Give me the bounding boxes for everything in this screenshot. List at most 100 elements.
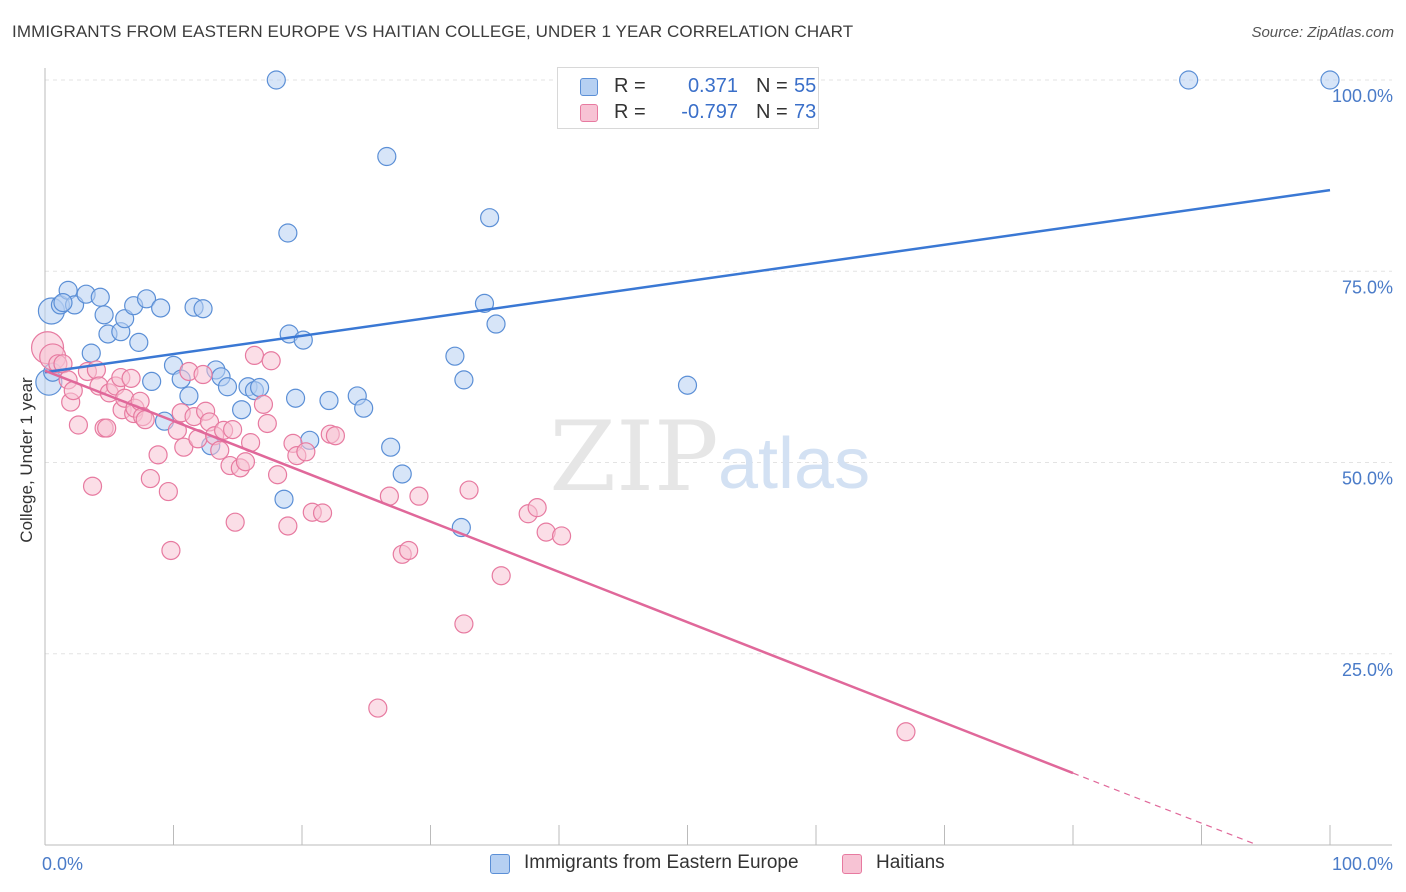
data-point <box>319 390 339 411</box>
data-point <box>312 503 333 523</box>
data-point <box>121 368 141 388</box>
data-point <box>244 345 265 365</box>
data-point <box>409 486 429 506</box>
y-tick-label: 100.0% <box>1332 86 1393 106</box>
legend-r-value: -0.797 <box>681 101 738 123</box>
legend-r-label: R = <box>614 75 646 97</box>
legend-r-value: 0.371 <box>687 75 738 97</box>
data-point <box>392 464 412 484</box>
data-point <box>232 400 252 420</box>
data-point <box>68 415 89 435</box>
data-point <box>115 309 135 329</box>
data-point <box>90 287 110 307</box>
watermark-atlas: atlas <box>718 424 870 504</box>
correlation-legend: R = 0.371 N = 55 R = -0.797 N = 73 <box>557 67 819 129</box>
data-point <box>81 343 101 363</box>
data-point <box>193 299 213 319</box>
data-point <box>274 489 294 509</box>
data-point <box>486 314 506 334</box>
legend-swatch-pink <box>580 104 598 122</box>
data-point <box>354 398 374 418</box>
data-point <box>491 566 511 586</box>
legend-n-value: 73 <box>794 101 817 123</box>
data-point <box>285 388 306 408</box>
data-point <box>179 386 199 406</box>
axes <box>44 68 1392 846</box>
data-point <box>193 364 213 385</box>
data-point <box>527 498 547 518</box>
legend-swatch-blue <box>580 78 598 96</box>
data-point <box>136 289 157 309</box>
data-point <box>459 480 479 500</box>
data-point <box>454 614 474 634</box>
data-point <box>261 351 281 371</box>
data-point <box>278 223 298 243</box>
data-point <box>158 481 178 502</box>
legend-n-label: N = <box>756 75 788 97</box>
trend-line-haitians <box>44 369 1074 775</box>
data-point <box>480 208 500 228</box>
data-point <box>217 377 238 397</box>
watermark-zip: ZIP <box>549 401 718 513</box>
source-credit: Source: ZipAtlas.com <box>1251 24 1394 41</box>
data-point <box>551 526 572 546</box>
grid-lines <box>45 79 1392 655</box>
legend-n-value: 55 <box>794 75 817 97</box>
data-point <box>97 418 117 438</box>
data-point <box>223 420 243 440</box>
data-point <box>161 540 181 561</box>
tick-labels: 25.0% 50.0% 75.0% 100.0% 0.0% 100.0% <box>42 86 1393 874</box>
data-point <box>1179 70 1199 90</box>
x-tick-label: 0.0% <box>42 854 83 874</box>
y-tick-label: 50.0% <box>1342 469 1393 489</box>
data-point <box>257 413 277 434</box>
data-point <box>225 512 245 532</box>
data-point <box>474 293 495 313</box>
chart-title: IMMIGRANTS FROM EASTERN EUROPE VS HAITIA… <box>12 22 854 41</box>
data-point <box>677 375 698 395</box>
data-point <box>53 293 73 313</box>
data-point <box>368 698 388 718</box>
data-point <box>1320 70 1340 90</box>
watermark: ZIP atlas <box>549 401 870 513</box>
series-haitians-points <box>30 331 916 742</box>
data-point <box>140 468 160 489</box>
x-tick-label: 100.0% <box>1332 854 1393 874</box>
data-point <box>174 437 194 457</box>
legend-n-label: N = <box>756 101 788 123</box>
y-axis-label: College, Under 1 year <box>17 377 36 543</box>
data-point <box>142 371 162 392</box>
data-point <box>445 346 465 366</box>
legend-swatch-pink <box>842 854 862 874</box>
data-point <box>381 437 401 457</box>
legend-label-haitians: Haitians <box>876 852 945 873</box>
data-point <box>129 332 149 352</box>
data-point <box>235 452 256 472</box>
data-point <box>82 476 103 496</box>
data-point <box>94 305 114 325</box>
legend-r-label: R = <box>614 101 646 123</box>
data-point <box>210 440 230 460</box>
data-point <box>253 394 274 414</box>
data-point <box>325 426 346 446</box>
data-point <box>377 146 397 167</box>
data-point <box>249 377 270 398</box>
data-point <box>896 722 916 742</box>
data-point <box>267 465 288 485</box>
trend-lines <box>44 188 1331 846</box>
data-point <box>148 445 168 465</box>
y-tick-label: 75.0% <box>1342 277 1393 297</box>
series-legend: Immigrants from Eastern Europe Haitians <box>0 852 1406 878</box>
trend-line-eastern-europe <box>44 188 1331 374</box>
trend-line-haitians-extension <box>1072 772 1258 846</box>
legend-swatch-blue <box>490 854 510 874</box>
data-point <box>151 298 171 318</box>
data-point <box>278 516 298 536</box>
data-point <box>454 370 474 390</box>
data-point <box>399 540 419 561</box>
data-point <box>296 442 316 462</box>
y-tick-label: 25.0% <box>1342 660 1393 680</box>
legend-label-eastern-europe: Immigrants from Eastern Europe <box>524 852 799 873</box>
data-point <box>266 70 286 90</box>
